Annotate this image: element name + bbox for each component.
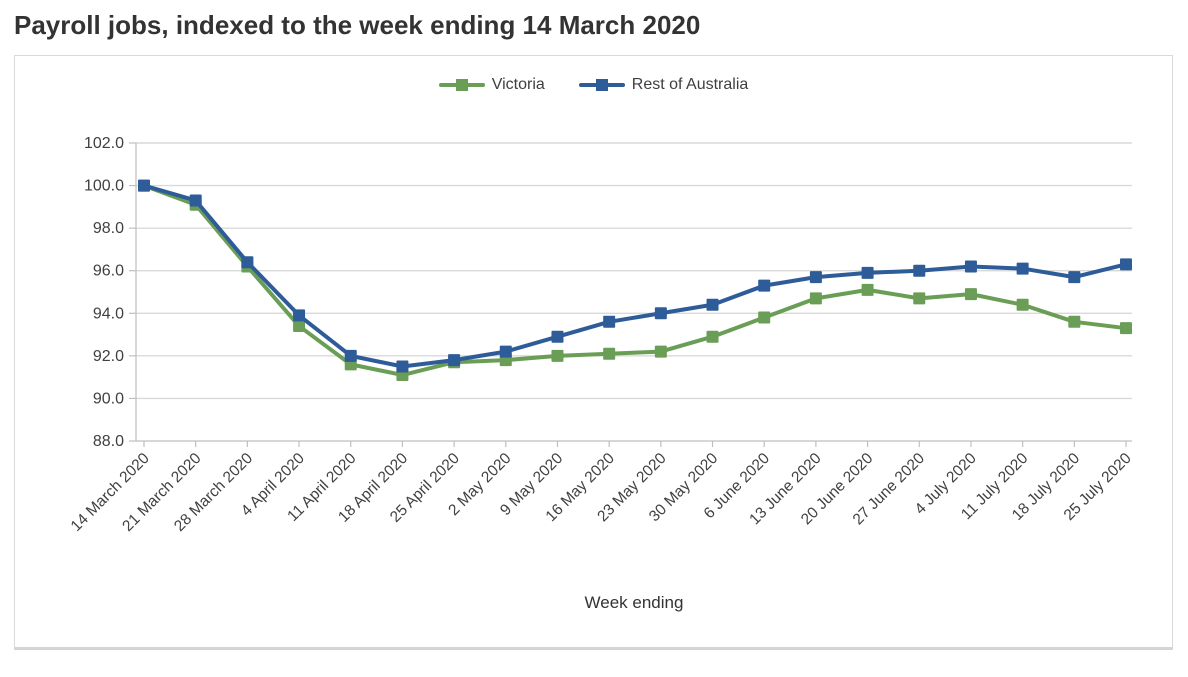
y-axis-tick-label: 102.0	[84, 135, 124, 152]
data-point-marker-rest-of-australia	[499, 345, 512, 358]
legend-label: Victoria	[491, 76, 545, 93]
series-line-victoria	[142, 183, 1128, 378]
data-point-marker-rest-of-australia	[964, 260, 977, 273]
data-point-marker-victoria	[293, 320, 306, 333]
data-point-marker-rest-of-australia	[241, 256, 254, 269]
data-point-marker-rest-of-australia	[344, 349, 357, 362]
x-axis-title: Week ending	[585, 593, 684, 612]
data-point-marker-victoria	[913, 292, 926, 305]
legend-label: Rest of Australia	[631, 76, 749, 93]
y-axis-tick-label: 94.0	[93, 305, 124, 322]
data-point-marker-victoria	[603, 347, 616, 360]
data-point-marker-rest-of-australia	[913, 264, 926, 277]
page-title: Payroll jobs, indexed to the week ending…	[14, 10, 701, 40]
legend-item-rest-of-australia: Rest of Australia	[578, 76, 749, 94]
data-point-marker-victoria	[551, 349, 564, 362]
data-point-marker-rest-of-australia	[396, 360, 409, 373]
data-point-marker-rest-of-australia	[1120, 258, 1132, 271]
data-point-marker-rest-of-australia	[1016, 262, 1029, 275]
legend-item-victoria: Victoria	[438, 76, 545, 94]
data-point-marker-rest-of-australia	[551, 330, 564, 343]
data-point-marker-victoria	[1120, 322, 1132, 335]
y-axis-tick-label: 92.0	[93, 348, 124, 365]
data-point-marker-victoria	[1016, 298, 1029, 311]
legend-marker-icon-victoria	[438, 78, 485, 92]
data-point-marker-rest-of-australia	[861, 266, 874, 279]
y-axis-tick-label: 98.0	[93, 220, 124, 237]
data-point-marker-rest-of-australia	[448, 354, 461, 367]
chart-container: Victoria Rest of Australia 88.0 90.0 92.0 94…	[14, 55, 1173, 650]
y-axis-tick-label: 100.0	[84, 178, 124, 195]
data-point-marker-rest-of-australia	[1068, 271, 1081, 284]
data-point-marker-victoria	[706, 330, 719, 343]
data-point-marker-rest-of-australia	[706, 298, 719, 311]
y-axis-tick-label: 96.0	[93, 263, 124, 280]
y-axis-tick-label: 90.0	[93, 390, 124, 407]
data-point-marker-rest-of-australia	[654, 307, 667, 320]
data-point-marker-victoria	[964, 288, 977, 301]
legend-marker-icon-rest-of-australia	[578, 78, 625, 92]
y-axis-tick-label: 88.0	[93, 433, 124, 450]
data-point-marker-victoria	[758, 311, 771, 324]
data-point-marker-victoria	[1068, 315, 1081, 328]
data-point-marker-rest-of-australia	[189, 194, 202, 207]
data-point-marker-rest-of-australia	[138, 179, 150, 192]
data-point-marker-rest-of-australia	[293, 309, 306, 322]
data-point-marker-rest-of-australia	[809, 271, 822, 284]
data-point-marker-victoria	[654, 345, 667, 358]
chart-legend: Victoria Rest of Australia	[15, 76, 1172, 94]
data-point-marker-victoria	[861, 283, 874, 296]
data-point-marker-rest-of-australia	[758, 279, 771, 292]
data-point-marker-rest-of-australia	[603, 315, 616, 328]
series-line-rest-of-australia	[142, 183, 1128, 369]
data-point-marker-victoria	[809, 292, 822, 305]
